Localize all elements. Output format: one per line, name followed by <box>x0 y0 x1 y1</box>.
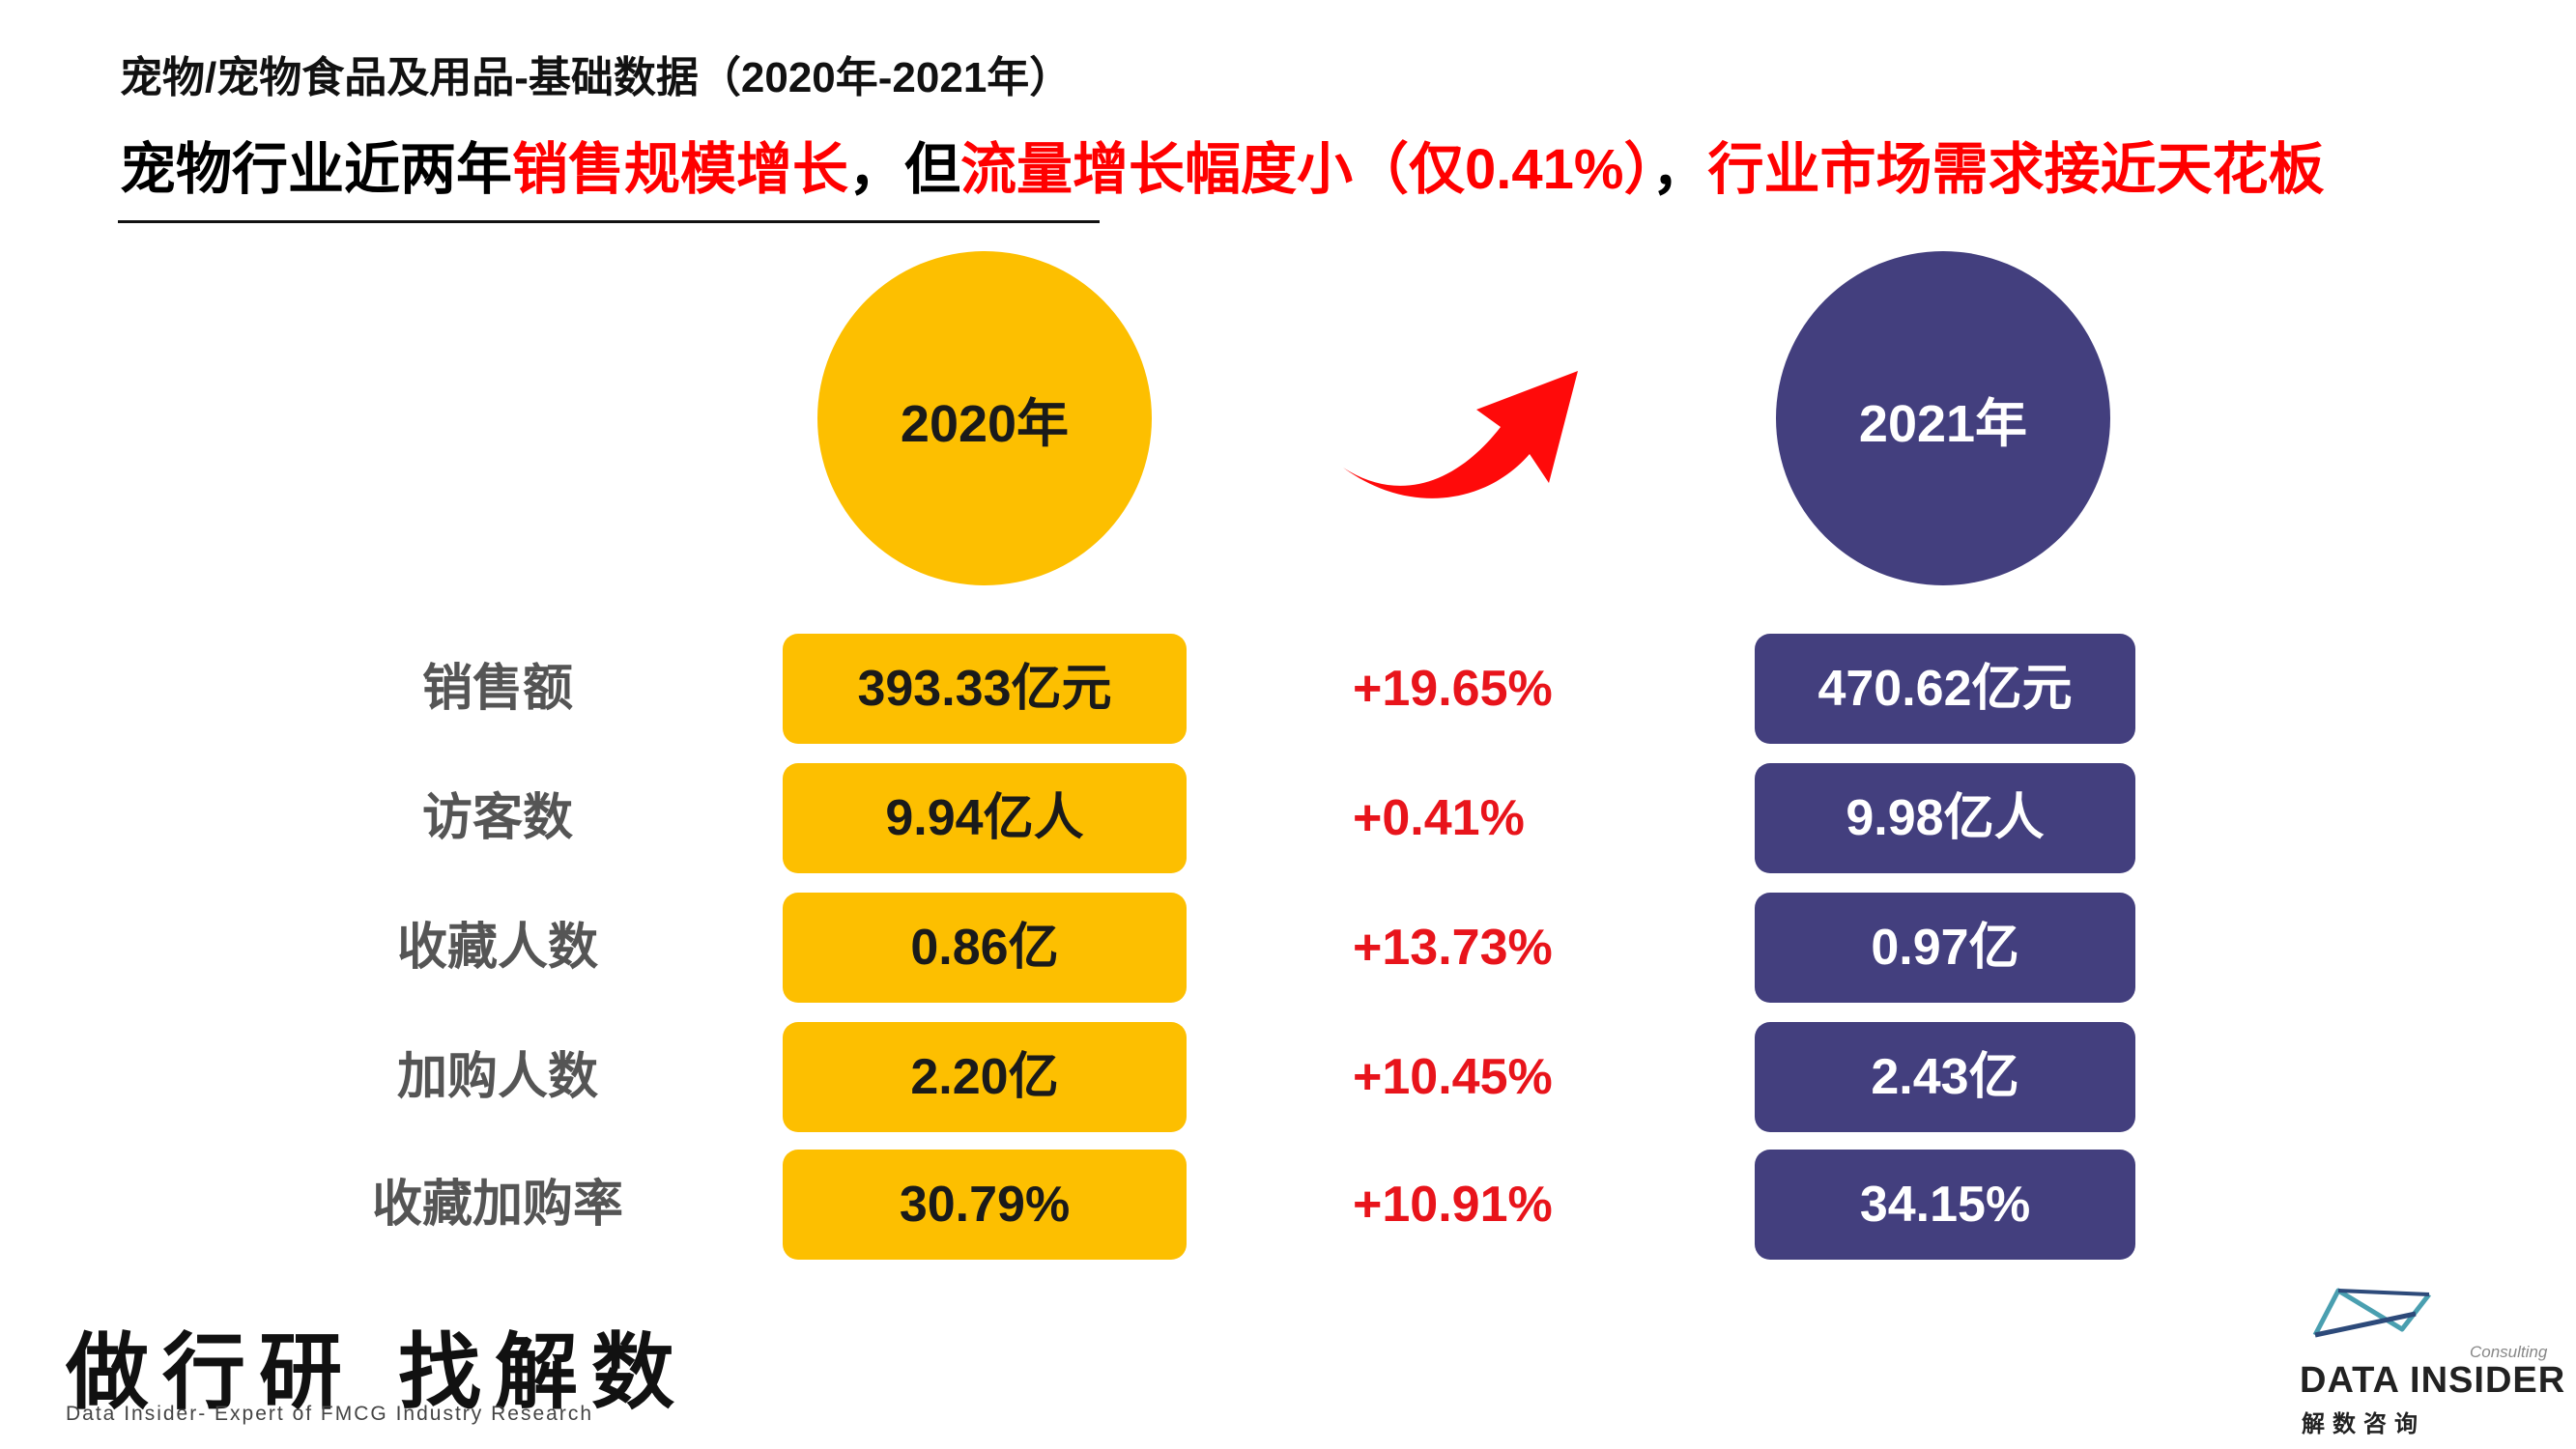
growth-sales: +19.65% <box>1353 661 1553 717</box>
row-label-sales: 销售额 <box>421 661 573 717</box>
value-2021-add-to-cart: 2.43亿 <box>1755 1022 2135 1132</box>
value-2020-sales: 393.33亿元 <box>783 634 1187 744</box>
logo-consulting-text: Consulting <box>2470 1343 2548 1361</box>
headline-highlight-sales: 销售规模增长 <box>512 138 849 201</box>
data-insider-logo-mark <box>2312 1288 2431 1338</box>
growth-favorites: +13.73% <box>1353 920 1553 976</box>
headline-highlight-ceiling: 行业市场需求接近天花板 <box>1707 138 2325 201</box>
logo-name-text: DATA INSIDER <box>2300 1360 2566 1401</box>
value-2021-sales: 470.62亿元 <box>1755 634 2135 744</box>
value-2020-add-to-cart: 2.20亿 <box>783 1022 1187 1132</box>
page-headline: 宠物行业近两年销售规模增长，但流量增长幅度小（仅0.41%），行业市场需求接近天… <box>120 124 2325 205</box>
growth-add-to-cart: +10.45% <box>1353 1049 1553 1105</box>
value-2021-favorites: 0.97亿 <box>1755 893 2135 1003</box>
growth-fav-cart-rate: +10.91% <box>1353 1177 1553 1233</box>
value-2021-visitors: 9.98亿人 <box>1755 763 2135 873</box>
growth-visitors: +0.41% <box>1353 790 1525 846</box>
year-2020-label: 2020年 <box>900 394 1070 453</box>
page-subtitle: 宠物/宠物食品及用品-基础数据（2020年-2021年） <box>120 54 1073 101</box>
footer-slogan: 做行研 找解数 <box>66 1323 688 1421</box>
value-2020-fav-cart-rate: 30.79% <box>783 1150 1187 1260</box>
year-2020-circle: 2020年 <box>817 251 1152 585</box>
value-2020-favorites: 0.86亿 <box>783 893 1187 1003</box>
row-label-fav-cart-rate: 收藏加购率 <box>371 1177 623 1233</box>
headline-highlight-traffic: 流量增长幅度小（仅0.41%） <box>960 138 1652 201</box>
value-2020-visitors: 9.94亿人 <box>783 763 1187 873</box>
headline-part-3: ，但 <box>848 138 961 201</box>
row-label-add-to-cart: 加购人数 <box>396 1049 598 1105</box>
headline-part-5: ， <box>1651 138 1708 201</box>
data-insider-logo: Consulting DATA INSIDER 解数咨询 <box>2300 1285 2564 1437</box>
headline-part-1: 宠物行业近两年 <box>120 138 513 201</box>
year-2021-circle: 2021年 <box>1776 251 2110 585</box>
curved-arrow-up-right-icon <box>1343 371 1578 498</box>
logo-cn-text: 解数咨询 <box>2302 1411 2425 1437</box>
headline-underline <box>118 220 1100 223</box>
row-label-favorites: 收藏人数 <box>396 920 598 976</box>
value-2021-fav-cart-rate: 34.15% <box>1755 1150 2135 1260</box>
footer-slogan-sub: Data Insider- Expert of FMCG Industry Re… <box>66 1403 593 1425</box>
row-label-visitors: 访客数 <box>421 790 573 846</box>
year-2021-label: 2021年 <box>1858 394 2028 453</box>
